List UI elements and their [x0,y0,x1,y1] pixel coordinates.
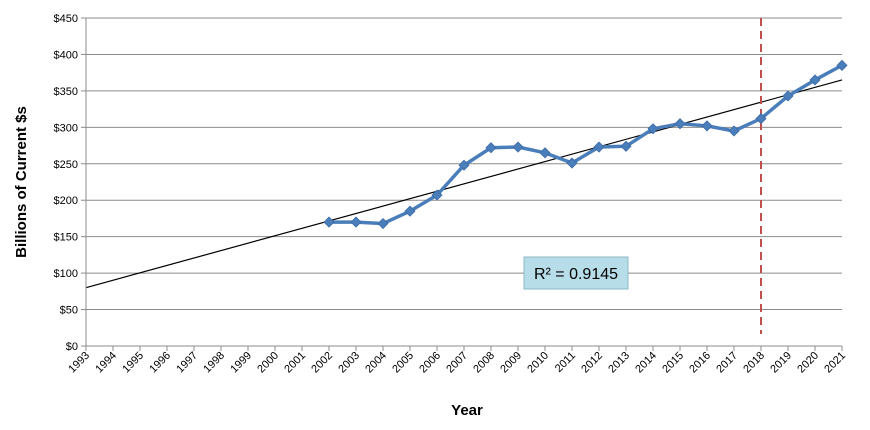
data-point [485,142,497,154]
x-tick-label: 2015 [660,350,686,376]
data-point [458,159,470,171]
x-tick-label: 1999 [228,350,254,376]
y-tick-label: $200 [54,195,78,207]
x-tick-label: 2002 [309,350,335,376]
data-point [593,141,605,153]
y-tick-label: $250 [54,159,78,171]
x-tick-label: 2003 [336,350,362,376]
x-tick-label: 2001 [282,350,308,376]
x-tick-label: 2005 [390,350,416,376]
x-tick-label: 2016 [687,350,713,376]
x-tick-label: 1995 [120,350,146,376]
data-point [539,147,551,159]
x-tick-label: 2021 [822,350,848,376]
data-point [836,59,848,71]
trendline [85,79,843,289]
r-squared-label: R² = 0.9145 [534,266,618,283]
x-tick-label: 2004 [363,350,389,376]
x-axis-title: Year [451,402,483,419]
x-tick-label: 2012 [579,350,605,376]
x-tick-label: 2011 [553,350,578,375]
x-tick-label: 2014 [633,350,659,376]
y-tick-label: $50 [60,305,78,317]
x-tick-label: 1996 [147,350,173,376]
x-tick-label: 2020 [795,350,821,376]
y-axis-title: Billions of Current $s [13,106,30,258]
x-tick-label: 1997 [174,350,200,376]
x-tick-label: 1998 [201,350,227,376]
x-tick-label: 2009 [498,350,524,376]
data-point [350,216,362,228]
data-point [620,140,632,152]
r-squared-box [523,256,629,290]
x-tick-label: 2018 [741,350,767,376]
y-tick-label: $300 [54,122,78,134]
data-point [782,90,794,102]
x-tick-label: 2013 [606,350,632,376]
y-tick-label: $100 [54,268,78,280]
x-tick-label: 2019 [768,350,794,376]
data-point [701,120,713,132]
y-tick-label: $400 [54,49,78,61]
data-point [404,205,416,217]
y-tick-label: $450 [54,13,78,25]
x-tick-label: 2006 [417,350,443,376]
y-tick-label: $350 [54,86,78,98]
x-tick-label: 2017 [714,350,740,376]
data-point [323,216,335,228]
x-tick-label: 2010 [525,350,551,376]
x-tick-label: 1994 [93,350,119,376]
gridlines [86,17,842,347]
data-point [755,113,767,125]
data-point [431,189,443,201]
y-tick-label: $0 [66,341,78,353]
y-tick-label: $150 [54,232,78,244]
trendline-layer [85,79,843,289]
data-point [809,74,821,86]
data-point [566,157,578,169]
data-point [674,118,686,130]
x-tick-label: 1993 [66,350,92,376]
data-point [647,123,659,135]
data-point [728,125,740,137]
x-tick-label: 2008 [471,350,497,376]
x-axis: 1993 1994 1995 1996 1997 1998 1999 2000 2001 2002… [66,345,848,376]
y-axis: $0 $50 $100 $150 $200 $250 $300 $350 $400 $450 [54,13,87,353]
data-point [512,141,524,153]
data-point [377,217,389,230]
r-squared-annotation: R² = 0.9145 [523,256,629,290]
series-line [329,63,843,226]
series-layer [323,59,848,230]
x-tick-label: 2007 [444,350,470,376]
x-tick-label: 2000 [255,350,281,376]
